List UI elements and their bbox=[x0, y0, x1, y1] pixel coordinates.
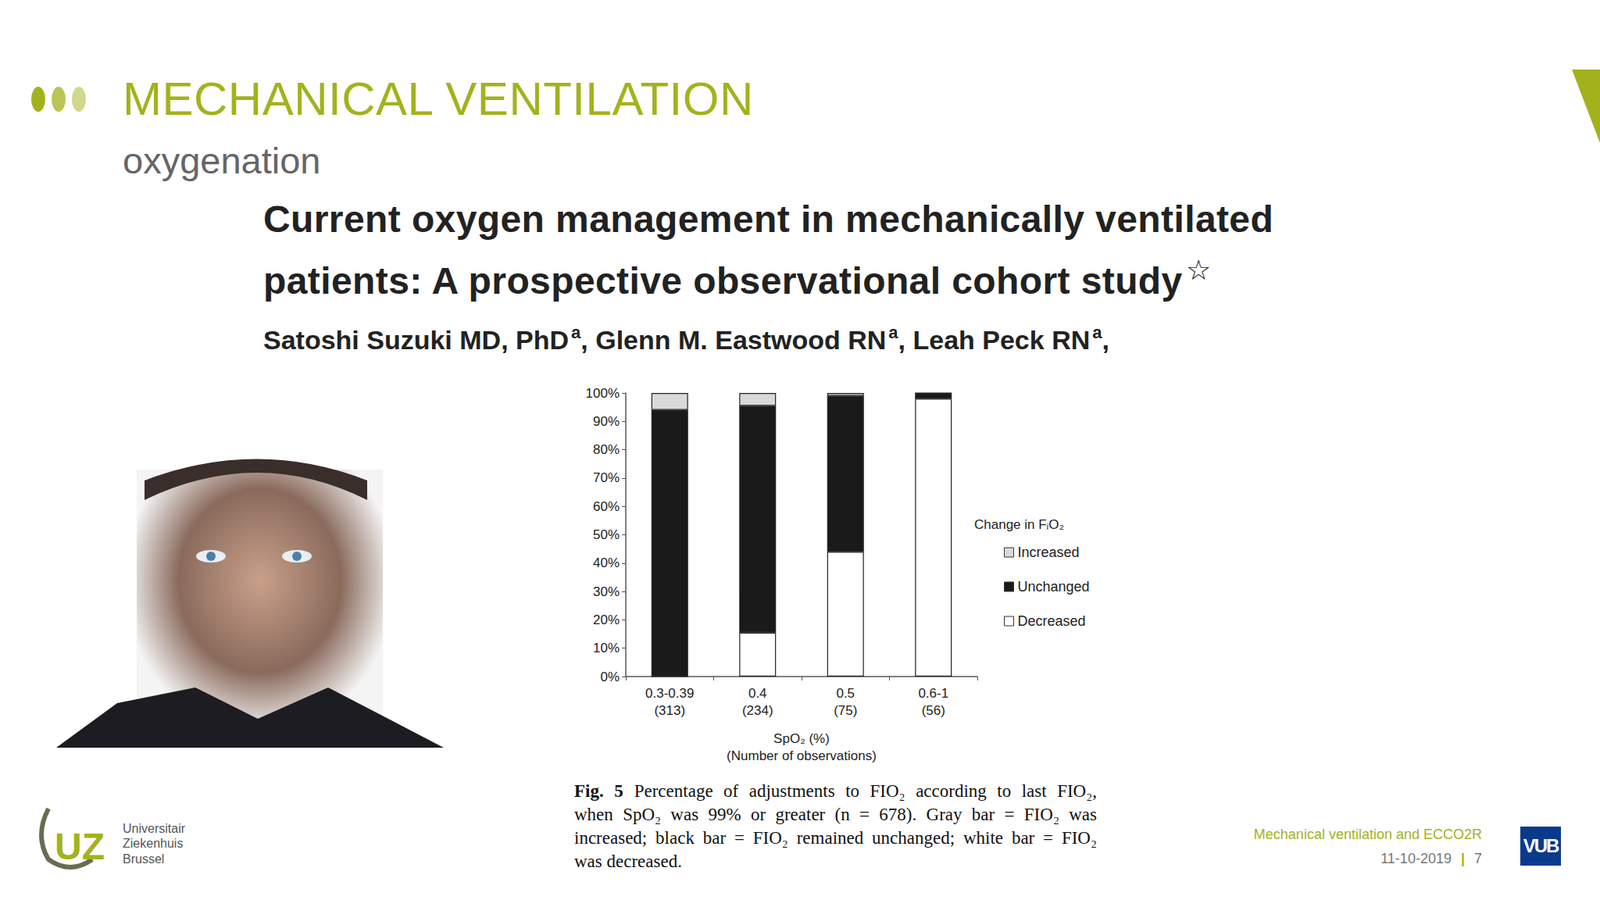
svg-text:(313): (313) bbox=[653, 703, 686, 718]
html-text:Brussel: Brussel bbox=[122, 852, 165, 866]
html-text:Universitair: Universitair bbox=[122, 821, 186, 836]
svg-text:0.4: 0.4 bbox=[748, 685, 768, 701]
svg-text:Increased: Increased bbox=[1017, 544, 1080, 561]
svg-text:(234): (234) bbox=[742, 703, 774, 718]
svg-text:Unchanged: Unchanged bbox=[1017, 578, 1090, 595]
svg-text:30%: 30% bbox=[592, 584, 620, 600]
html-text:was decreased.: was decreased. bbox=[574, 851, 682, 872]
html-text:Current oxygen management in m: Current oxygen management in mechanicall… bbox=[263, 198, 1274, 240]
html-text:Fig. 5: Fig. 5 bbox=[574, 781, 624, 801]
html-text:Satoshi Suzuki MD, PhDa, Glenn: Satoshi Suzuki MD, PhDa, Glenn M. Eastwo… bbox=[263, 322, 1110, 355]
html-text:VUB: VUB bbox=[1523, 835, 1559, 857]
html-text:increased; black bar = FIO₂ re: increased; black bar = FIO₂ remained unc… bbox=[574, 828, 1097, 848]
svg-text:(Number of observations): (Number of observations) bbox=[726, 748, 877, 764]
html-text:patients: A prospective observ: patients: A prospective observational co… bbox=[263, 253, 1212, 302]
html-text:11-10-2019: 11-10-2019 bbox=[1380, 850, 1452, 867]
html-text:7: 7 bbox=[1474, 850, 1483, 867]
svg-text:Change in FᵢO₂: Change in FᵢO₂ bbox=[974, 517, 1065, 533]
svg-text:UZ: UZ bbox=[54, 825, 105, 868]
html-text:Percentage of adjustments to F: Percentage of adjustments to FIO₂ accord… bbox=[634, 781, 1097, 801]
html-text:MECHANICAL VENTILATION: MECHANICAL VENTILATION bbox=[122, 72, 754, 125]
html-text:Ziekenhuis: Ziekenhuis bbox=[122, 836, 184, 850]
svg-text:10%: 10% bbox=[592, 640, 620, 656]
svg-text:0.6-1: 0.6-1 bbox=[917, 685, 949, 701]
svg-text:(56): (56) bbox=[921, 703, 946, 718]
svg-text:0%: 0% bbox=[600, 669, 620, 685]
html-text:when SpO₂ was 99% or greater (: when SpO₂ was 99% or greater (n = 678). … bbox=[574, 804, 1097, 825]
svg-text:40%: 40% bbox=[592, 555, 620, 571]
svg-text:50%: 50% bbox=[592, 527, 620, 543]
svg-text:(75): (75) bbox=[833, 703, 858, 718]
svg-text:Decreased: Decreased bbox=[1017, 613, 1086, 629]
svg-text:0.3-0.39: 0.3-0.39 bbox=[645, 685, 694, 701]
svg-text:20%: 20% bbox=[592, 612, 620, 628]
html-text:oxygenation: oxygenation bbox=[122, 139, 321, 182]
html-text:Mechanical ventilation and ECC: Mechanical ventilation and ECCO2R bbox=[1253, 826, 1483, 843]
svg-text:100%: 100% bbox=[585, 385, 620, 401]
svg-text:0.5: 0.5 bbox=[835, 685, 855, 701]
svg-text:60%: 60% bbox=[592, 499, 620, 515]
svg-text:80%: 80% bbox=[592, 442, 620, 458]
svg-text:70%: 70% bbox=[592, 470, 620, 486]
svg-text:90%: 90% bbox=[592, 414, 620, 429]
svg-text:SpO₂ (%): SpO₂ (%) bbox=[773, 731, 830, 747]
